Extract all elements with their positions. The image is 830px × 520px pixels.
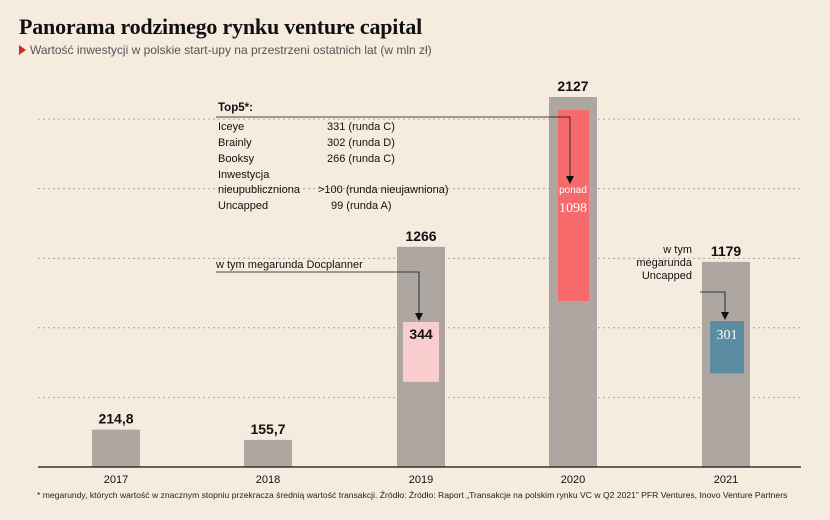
annotation-uncapped-line: w tym — [662, 244, 692, 256]
bar-value-label: 2127 — [557, 78, 588, 94]
top5-name: Brainly — [218, 137, 252, 149]
top5-value: >100 (runda nieujawniona) — [318, 184, 449, 196]
annotation-arrow-2021 — [700, 291, 729, 320]
top5-name: Inwestycja — [218, 169, 270, 181]
chart-subtitle-row: Wartość inwestycji w polskie start-upy n… — [19, 43, 432, 57]
chart-title: Panorama rodzimego rynku venture capital — [19, 14, 423, 39]
highlight-segment-2019 — [403, 322, 439, 382]
highlight-value-2021: 301 — [717, 328, 738, 343]
top5-value: 266 (runda C) — [327, 153, 395, 165]
red-triangle-icon — [19, 45, 26, 55]
x-tick-label: 2020 — [561, 474, 585, 486]
x-tick-label: 2021 — [714, 474, 738, 486]
footnote: * megarundy, których wartość w znacznym … — [37, 490, 788, 500]
x-tick-label: 2019 — [409, 474, 433, 486]
top5-name: Uncapped — [218, 200, 268, 212]
annotation-arrow-2019 — [216, 271, 423, 321]
annotation-uncapped-line: Uncapped — [642, 270, 692, 282]
highlight-segment-2020 — [558, 110, 589, 301]
bar-value-label: 214,8 — [98, 411, 133, 427]
bar-value-label: 155,7 — [250, 421, 285, 437]
top5-value: 99 (runda A) — [331, 200, 392, 212]
top5-name: Booksy — [218, 153, 255, 165]
bar — [244, 439, 292, 467]
annotation-arrow-2020 — [216, 116, 574, 184]
x-tick-label: 2018 — [256, 474, 280, 486]
highlight-segment-2021 — [710, 321, 744, 374]
highlight-value-2020: 1098 — [559, 201, 587, 216]
top5-name: Iceye — [218, 121, 244, 133]
bar — [92, 429, 140, 467]
x-tick-label: 2017 — [104, 474, 128, 486]
highlight-value-2019: 344 — [409, 326, 433, 342]
top5-name: nieupubliczniona — [218, 184, 301, 196]
annotation-docplanner: w tym megarunda Docplanner — [215, 259, 363, 271]
top5-value: 302 (runda D) — [327, 137, 395, 149]
bar-value-label: 1179 — [711, 243, 742, 259]
annotation-uncapped-line: megarunda — [636, 257, 693, 269]
chart-subtitle: Wartość inwestycji w polskie start-upy n… — [30, 43, 432, 57]
top5-value: 331 (runda C) — [327, 121, 395, 133]
top5-title: Top5*: — [218, 102, 253, 114]
bar-value-label: 1266 — [405, 228, 436, 244]
highlight-prefix-2020: ponad — [559, 185, 587, 196]
